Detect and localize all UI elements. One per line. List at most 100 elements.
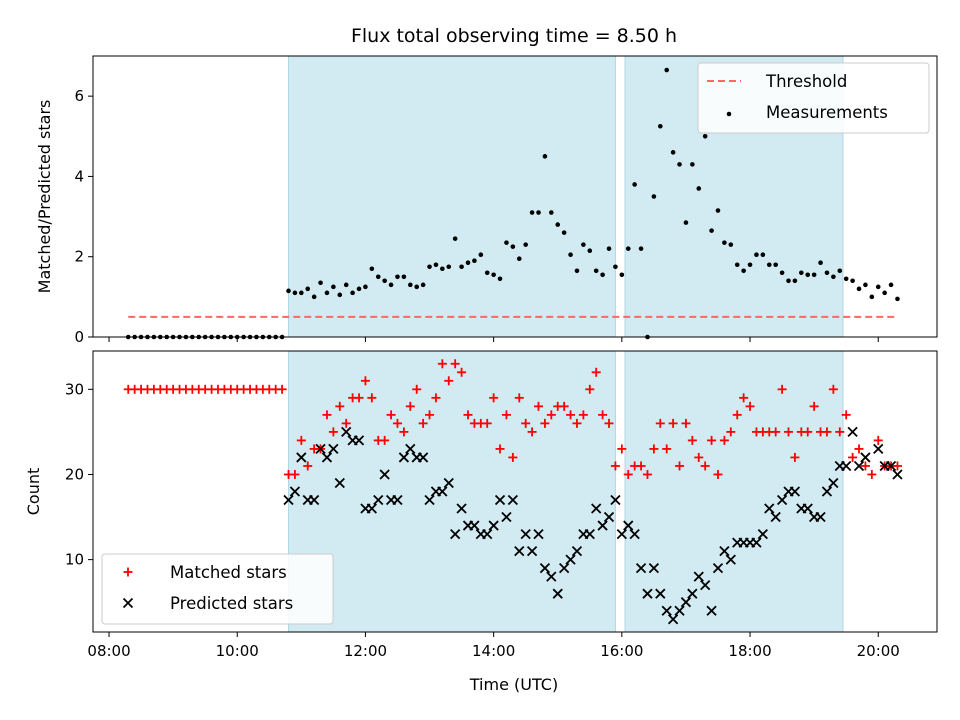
matched-star-point — [412, 384, 422, 394]
ratio-x-ticks — [108, 337, 879, 342]
measurement-point — [516, 256, 522, 262]
measurement-point — [856, 286, 862, 292]
measurement-point — [363, 284, 368, 290]
counts-y-ticks: 10 20 30 — [65, 380, 93, 569]
measurement-point — [292, 290, 298, 296]
predicted-star-point — [770, 511, 781, 523]
measurement-point — [446, 264, 452, 270]
predicted-star-point — [309, 494, 320, 506]
x-tick-label: 10:00 — [216, 642, 259, 660]
predicted-star-point — [860, 452, 871, 463]
measurement-point — [382, 278, 387, 284]
measurement-point — [555, 222, 561, 227]
measurement-point — [702, 133, 708, 139]
counts-axes-frame — [92, 350, 938, 633]
measurement-point — [414, 284, 420, 290]
predicted-star-point — [437, 486, 448, 497]
measurement-point — [664, 67, 670, 73]
measurement-point — [523, 242, 528, 247]
measurement-point — [478, 252, 484, 258]
predicted-star-point — [719, 545, 730, 557]
matched-star-point — [642, 469, 652, 479]
measurement-point — [863, 282, 868, 288]
measurement-point — [472, 258, 477, 264]
matched-star-point — [598, 410, 608, 420]
measurement-point — [375, 274, 381, 280]
predicted-star-point — [296, 452, 307, 463]
measurement-point — [779, 270, 785, 276]
predicted-star-point — [828, 477, 839, 489]
predicted-star-point — [341, 426, 352, 438]
measurement-point — [843, 276, 849, 282]
matched-star-point — [534, 401, 544, 411]
matched-star-point — [771, 427, 781, 437]
predicted-star-point — [488, 520, 499, 531]
matched-star-point — [457, 367, 467, 377]
x-tick-label: 14:00 — [472, 642, 515, 660]
matched-star-point — [777, 384, 787, 394]
x-tick-label: 18:00 — [728, 642, 771, 660]
measurement-point — [805, 272, 811, 278]
predicted-star-point — [642, 588, 653, 599]
matched-star-point — [591, 367, 601, 377]
measurement-point — [773, 262, 778, 268]
matched-star-point — [822, 427, 832, 437]
matched-star-point — [341, 418, 351, 428]
predicted-star-point — [892, 469, 903, 480]
x-axis-label: Time (UTC) — [469, 675, 558, 694]
ratio-axes-frame — [92, 55, 938, 338]
predicted-star-point — [533, 528, 544, 540]
predicted-star-point — [687, 588, 698, 599]
measurement-point — [318, 280, 323, 286]
predicted-star-point — [353, 435, 365, 446]
predicted-star-point — [789, 486, 801, 497]
measurement-point — [875, 284, 881, 290]
measurement-point — [747, 262, 753, 268]
y-tick-label: 6 — [74, 87, 84, 105]
predicted-star-point — [443, 477, 454, 489]
predicted-star-point — [450, 528, 461, 540]
matched-star-point — [617, 444, 627, 454]
measurement-point — [484, 270, 490, 276]
predicted-star-point — [392, 494, 403, 506]
matched-star-point — [508, 452, 518, 462]
measurement-point — [888, 282, 894, 288]
measurement-point — [786, 278, 791, 284]
measurement-point — [420, 282, 426, 288]
matched-star-point — [860, 461, 870, 471]
matched-star-point — [559, 401, 569, 411]
counts-panel: 10 20 30 08:00 10:00 12:00 14:00 16:00 18:00 20:… — [24, 350, 938, 694]
measurement-point — [638, 246, 644, 251]
legend-label: Predicted stars — [170, 594, 293, 613]
matched-star-point — [354, 393, 364, 403]
matched-star-point — [380, 435, 390, 445]
matched-star-point — [700, 461, 710, 471]
matched-star-point — [675, 461, 685, 471]
measurement-point — [574, 268, 580, 274]
measurement-point — [895, 296, 900, 302]
matched-star-point — [360, 376, 370, 386]
y-tick-label: 0 — [74, 328, 84, 346]
measurement-point — [818, 260, 823, 266]
shaded-interval-1 — [288, 55, 616, 338]
predicted-star-point — [289, 486, 301, 497]
predicted-star-point — [635, 562, 647, 574]
matched-stars-legend-icon — [123, 567, 133, 577]
matched-star-point — [463, 410, 473, 420]
measurement-point — [587, 248, 593, 253]
predicted-star-point — [700, 580, 711, 591]
measurement-point — [837, 268, 843, 274]
matched-star-point — [431, 393, 441, 403]
predicted-star-point — [629, 528, 640, 540]
predicted-star-point — [482, 528, 493, 540]
matched-star-point — [418, 418, 428, 428]
predicted-star-point — [841, 460, 852, 472]
measurement-point — [850, 278, 855, 284]
measurement-point — [369, 266, 375, 272]
matched-star-point — [578, 410, 588, 420]
legend-label: Matched stars — [170, 563, 287, 582]
y-tick-label: 30 — [65, 380, 84, 398]
y-tick-label: 2 — [74, 248, 84, 266]
matched-star-point — [296, 435, 306, 445]
measurement-point — [331, 284, 336, 290]
